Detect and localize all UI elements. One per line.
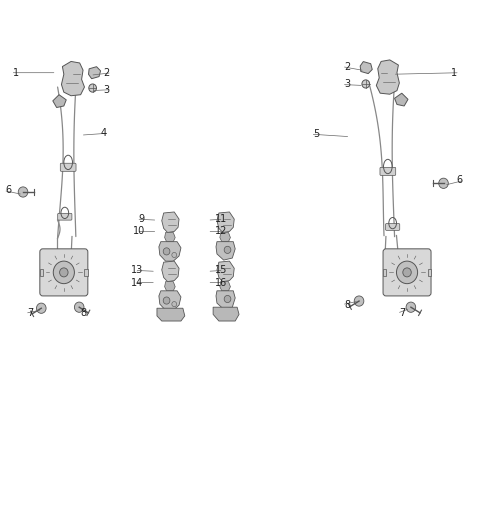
Bar — [428, 269, 431, 276]
Circle shape — [406, 302, 416, 312]
Polygon shape — [216, 291, 235, 309]
FancyBboxPatch shape — [60, 163, 76, 172]
Text: 2: 2 — [103, 68, 109, 78]
Text: 10: 10 — [132, 226, 145, 237]
Circle shape — [224, 295, 231, 303]
Polygon shape — [165, 282, 175, 291]
FancyBboxPatch shape — [385, 224, 400, 230]
Polygon shape — [220, 282, 230, 291]
Text: 4: 4 — [101, 128, 107, 138]
Circle shape — [163, 248, 170, 255]
Polygon shape — [88, 67, 101, 79]
Polygon shape — [53, 95, 66, 108]
Polygon shape — [162, 212, 179, 232]
Bar — [84, 269, 88, 276]
Text: 16: 16 — [215, 278, 228, 288]
Circle shape — [89, 84, 96, 92]
FancyBboxPatch shape — [40, 249, 88, 296]
Circle shape — [354, 296, 364, 306]
Bar — [383, 269, 386, 276]
Text: 9: 9 — [139, 214, 145, 224]
Polygon shape — [220, 232, 230, 242]
Circle shape — [163, 297, 170, 304]
Bar — [40, 269, 43, 276]
Text: 5: 5 — [313, 129, 319, 139]
Circle shape — [224, 246, 231, 253]
Text: 13: 13 — [131, 265, 143, 275]
Text: 8: 8 — [81, 308, 87, 318]
Circle shape — [362, 80, 370, 88]
Text: 6: 6 — [456, 175, 462, 185]
Polygon shape — [157, 308, 185, 321]
Polygon shape — [162, 261, 179, 282]
Circle shape — [36, 303, 46, 313]
Text: 8: 8 — [344, 300, 350, 310]
Text: 1: 1 — [451, 68, 457, 78]
Polygon shape — [217, 212, 234, 232]
Circle shape — [18, 187, 28, 197]
Text: 6: 6 — [6, 185, 12, 196]
Circle shape — [439, 178, 448, 188]
Polygon shape — [395, 93, 408, 106]
Polygon shape — [159, 291, 181, 310]
Polygon shape — [165, 232, 175, 242]
Circle shape — [403, 268, 411, 277]
Circle shape — [60, 268, 68, 277]
Polygon shape — [61, 61, 84, 96]
Text: 2: 2 — [344, 61, 350, 72]
FancyBboxPatch shape — [383, 249, 431, 296]
Polygon shape — [159, 242, 181, 261]
Text: 7: 7 — [27, 308, 34, 318]
Text: 1: 1 — [13, 68, 19, 78]
Circle shape — [53, 261, 74, 284]
Text: 14: 14 — [131, 278, 143, 288]
Text: 11: 11 — [215, 214, 228, 224]
Polygon shape — [213, 307, 239, 321]
FancyBboxPatch shape — [380, 167, 396, 176]
Text: 7: 7 — [399, 308, 406, 318]
Circle shape — [74, 302, 84, 312]
Text: 3: 3 — [344, 79, 350, 90]
Circle shape — [396, 261, 418, 284]
Text: 12: 12 — [215, 226, 228, 237]
Text: 3: 3 — [103, 84, 109, 95]
Circle shape — [172, 252, 177, 258]
Text: 15: 15 — [215, 265, 228, 275]
Polygon shape — [376, 60, 399, 94]
FancyBboxPatch shape — [58, 214, 72, 220]
Polygon shape — [216, 242, 235, 260]
Polygon shape — [360, 61, 372, 74]
Circle shape — [172, 302, 177, 307]
Polygon shape — [217, 261, 234, 282]
